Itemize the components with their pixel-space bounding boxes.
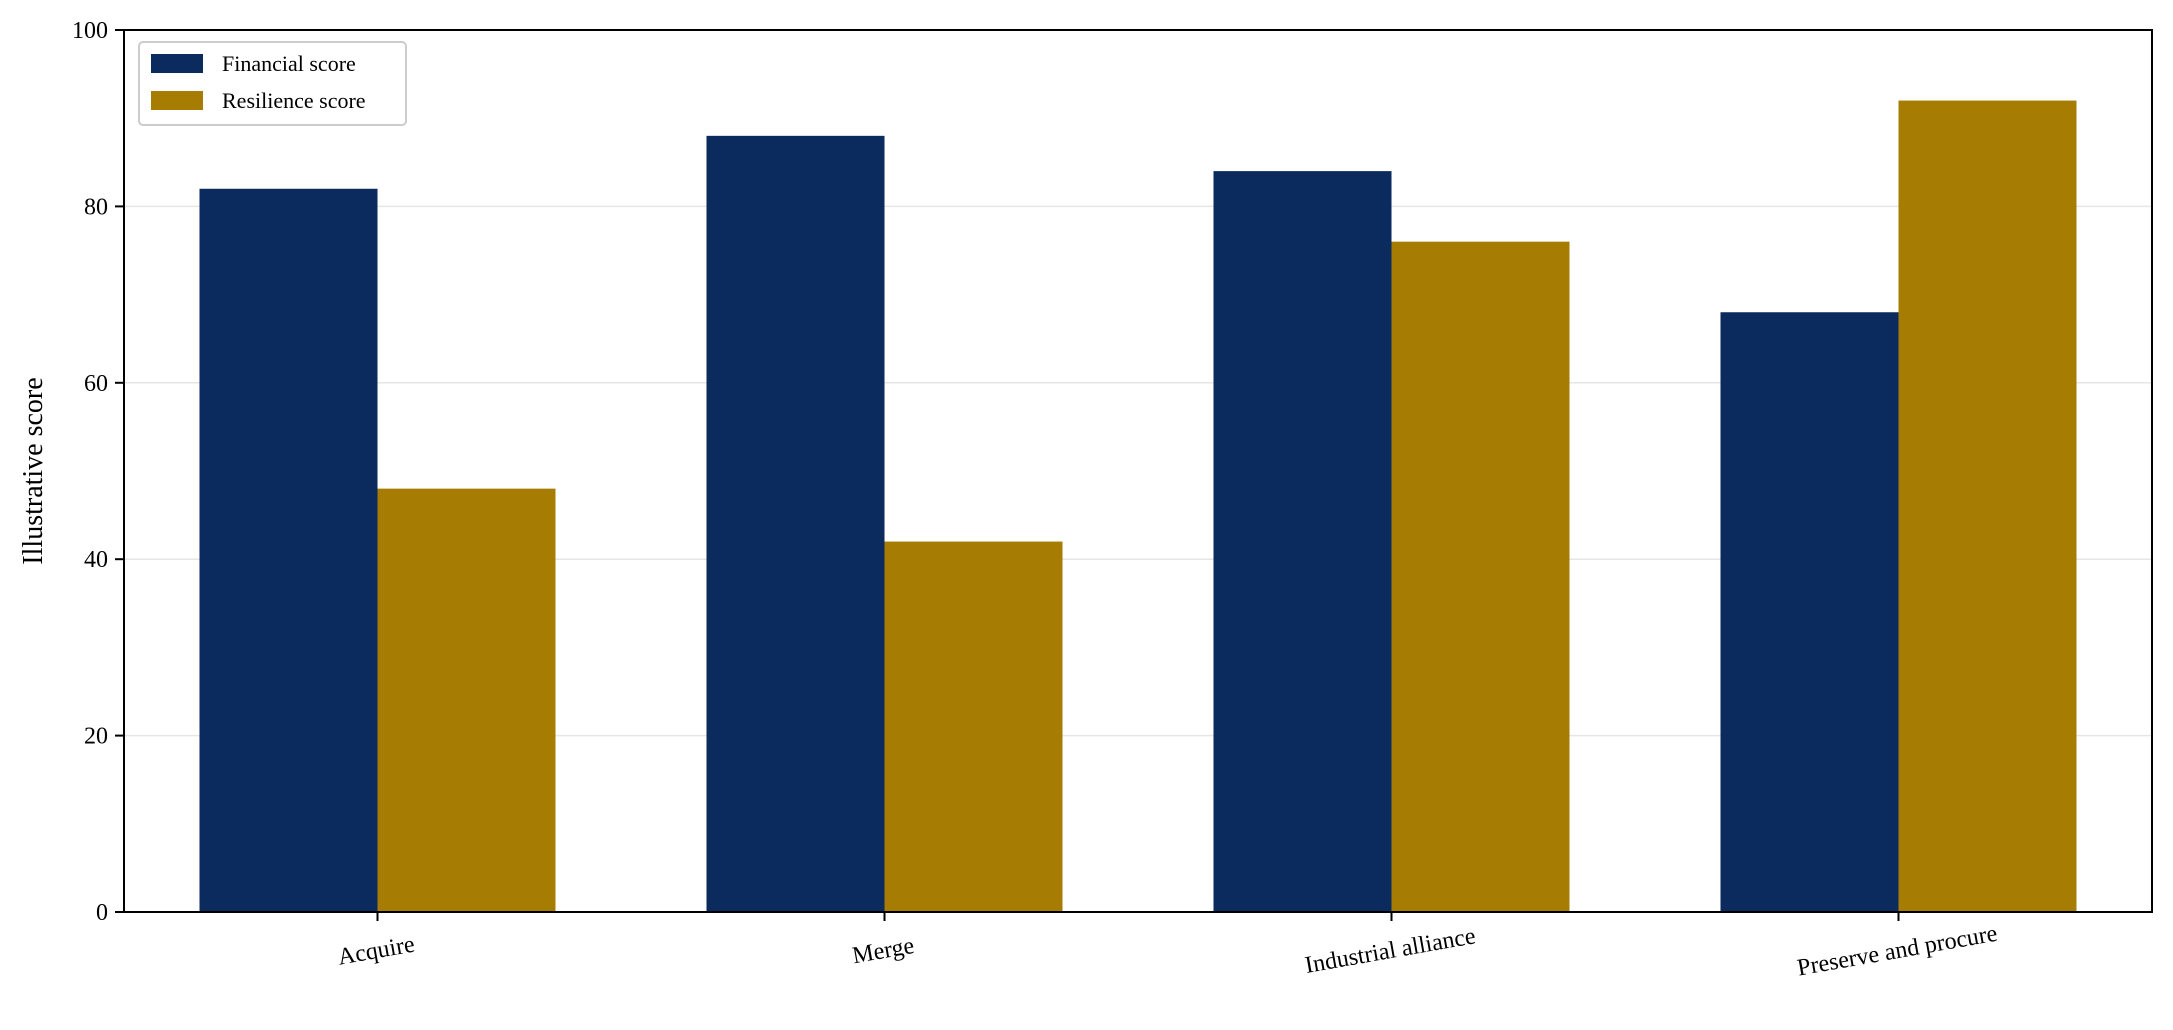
bar-financial-score-industrial-alliance [1213, 171, 1392, 912]
legend-label: Resilience score [222, 88, 366, 113]
plot-frame [123, 29, 2153, 913]
x-axis: Acquire Merge Industrial alliance Preserve … [336, 912, 1999, 981]
x-tick-label: Industrial alliance [1303, 923, 1477, 979]
bar-resilience-score-acquire [377, 488, 556, 912]
legend: Financial score Resilience score [138, 41, 407, 126]
bar-resilience-score-merge [884, 541, 1063, 912]
bars [199, 100, 2077, 913]
bar-resilience-score-preserve-and-procure [1898, 100, 2077, 912]
legend-box [138, 41, 407, 126]
x-tick-label: Preserve and procure [1795, 921, 1999, 982]
x-tick-label: Acquire [336, 932, 417, 971]
legend-swatch [151, 91, 203, 110]
x-tick-label: Merge [850, 933, 916, 969]
y-tick-label: 60 [84, 371, 108, 397]
y-tick-label: 100 [72, 18, 108, 44]
y-axis: 0 20 40 60 80 100 [72, 18, 124, 926]
y-tick-label: 20 [84, 724, 108, 750]
bar-financial-score-preserve-and-procure [1720, 312, 1899, 912]
legend-label: Financial score [222, 51, 356, 76]
bar-financial-score-acquire [199, 188, 378, 912]
y-tick-label: 40 [84, 547, 108, 573]
y-axis-title: Illustrative score [18, 377, 49, 564]
bar-financial-score-merge [706, 135, 885, 913]
legend-swatch [151, 54, 203, 73]
y-tick-label: 0 [96, 900, 108, 926]
bar-resilience-score-industrial-alliance [1391, 241, 1570, 912]
y-tick-label: 80 [84, 194, 108, 220]
